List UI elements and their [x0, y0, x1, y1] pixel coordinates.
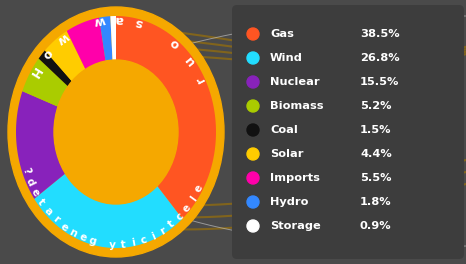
Text: r: r [193, 73, 208, 85]
Circle shape [247, 28, 259, 40]
Text: Solar: Solar [270, 149, 303, 159]
Text: 5.5%: 5.5% [360, 173, 391, 183]
Circle shape [247, 52, 259, 64]
Circle shape [247, 148, 259, 160]
Text: d: d [24, 176, 36, 187]
Text: 1.8%: 1.8% [360, 197, 391, 207]
FancyBboxPatch shape [232, 5, 464, 259]
Text: Coal: Coal [270, 125, 298, 135]
Text: s: s [134, 15, 144, 30]
Text: 0.9%: 0.9% [360, 221, 391, 231]
Text: Gas: Gas [270, 29, 294, 39]
Text: 4.4%: 4.4% [360, 149, 392, 159]
Text: t: t [35, 197, 47, 208]
Polygon shape [39, 50, 72, 86]
Text: Nuclear: Nuclear [270, 77, 320, 87]
Text: Storage: Storage [270, 221, 321, 231]
Text: r: r [158, 225, 167, 236]
Text: n: n [68, 227, 78, 239]
Text: o: o [168, 35, 183, 51]
Circle shape [247, 220, 259, 232]
Text: t: t [120, 239, 126, 250]
Polygon shape [34, 173, 182, 248]
Text: r: r [50, 214, 61, 225]
Polygon shape [67, 18, 105, 69]
Text: y: y [109, 240, 116, 250]
Text: 26.8%: 26.8% [360, 53, 400, 63]
Text: e: e [29, 187, 41, 198]
Text: Biomass: Biomass [270, 101, 323, 111]
Text: u: u [182, 52, 198, 67]
Circle shape [247, 124, 259, 136]
Text: 38.5%: 38.5% [360, 29, 400, 39]
Text: e: e [77, 232, 88, 244]
Text: e: e [181, 202, 193, 214]
Circle shape [247, 172, 259, 184]
Text: o: o [39, 46, 55, 61]
Text: e: e [58, 221, 69, 233]
Text: Wind: Wind [270, 53, 303, 63]
Text: H: H [26, 64, 43, 80]
Polygon shape [22, 59, 68, 107]
Text: 5.2%: 5.2% [360, 101, 391, 111]
Ellipse shape [54, 60, 178, 204]
Circle shape [247, 196, 259, 208]
Text: a: a [42, 205, 54, 218]
Text: g: g [88, 236, 97, 247]
Circle shape [247, 100, 259, 112]
Text: 15.5%: 15.5% [360, 77, 399, 87]
Circle shape [247, 76, 259, 88]
Text: ?: ? [20, 166, 32, 175]
Text: l: l [188, 194, 199, 203]
Text: i: i [150, 231, 157, 242]
Text: c: c [139, 235, 148, 246]
Polygon shape [45, 31, 85, 81]
Text: i: i [131, 238, 136, 248]
Polygon shape [16, 91, 65, 199]
Text: t: t [166, 219, 176, 230]
Text: w: w [93, 13, 106, 28]
Polygon shape [110, 16, 116, 60]
Text: c: c [174, 211, 185, 223]
Text: a: a [115, 12, 124, 26]
Ellipse shape [8, 7, 224, 257]
Text: Imports: Imports [270, 173, 320, 183]
Text: e: e [193, 183, 205, 194]
Polygon shape [116, 16, 216, 219]
Text: Hydro: Hydro [270, 197, 308, 207]
Polygon shape [99, 16, 112, 61]
Text: w: w [54, 30, 71, 47]
Text: 1.5%: 1.5% [360, 125, 391, 135]
